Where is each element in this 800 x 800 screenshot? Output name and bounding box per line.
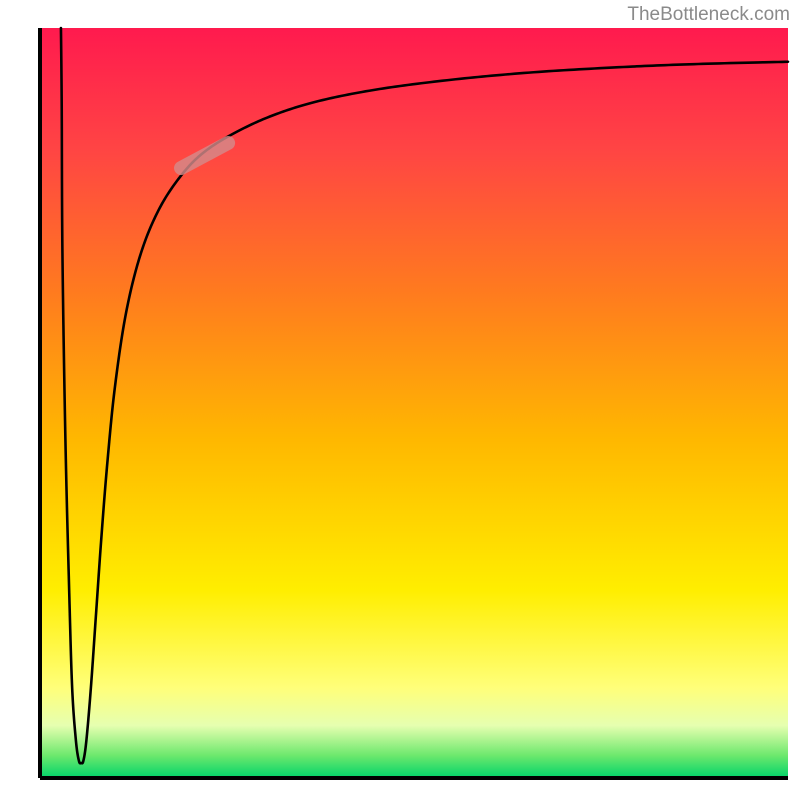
- chart-container: TheBottleneck.com: [0, 0, 800, 800]
- plot-background: [40, 28, 788, 778]
- bottleneck-plot: [0, 0, 800, 800]
- source-watermark: TheBottleneck.com: [627, 4, 790, 26]
